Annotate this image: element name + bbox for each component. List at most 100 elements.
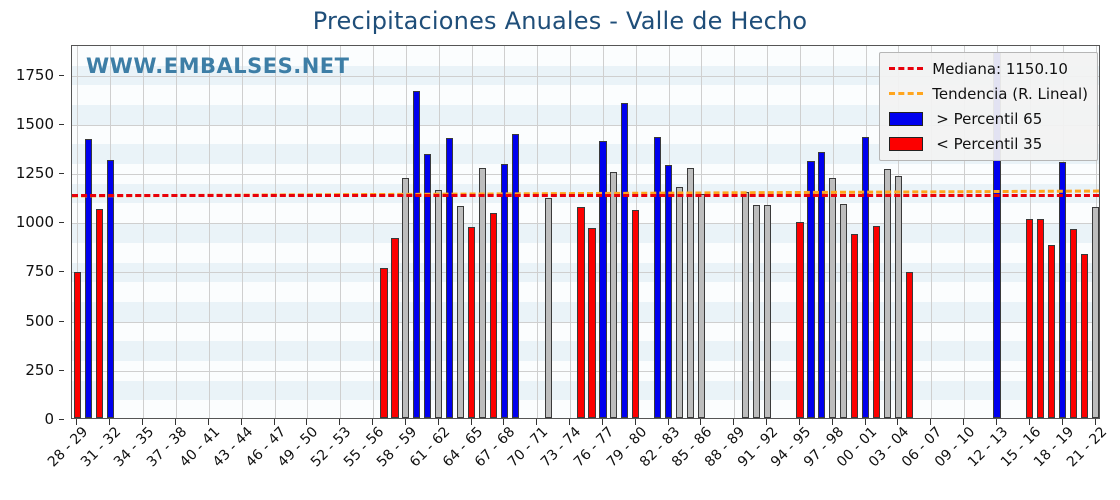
bar[interactable] xyxy=(1048,244,1056,418)
bar[interactable] xyxy=(654,136,662,418)
bar[interactable] xyxy=(752,205,760,418)
median-line xyxy=(72,193,1099,197)
gridline-vertical xyxy=(373,46,374,418)
bar[interactable] xyxy=(818,152,826,418)
x-axis-tick-mark xyxy=(536,419,537,425)
bar[interactable] xyxy=(883,169,892,418)
background-band xyxy=(72,380,1099,401)
bar[interactable] xyxy=(95,209,103,418)
bar[interactable] xyxy=(402,177,410,418)
bar[interactable] xyxy=(467,227,476,418)
bar[interactable] xyxy=(807,161,815,418)
bar[interactable] xyxy=(588,228,596,418)
bar[interactable] xyxy=(741,191,749,418)
y-axis-tick-label: 500 xyxy=(25,311,54,330)
bar[interactable] xyxy=(599,141,607,418)
x-axis-tick-mark xyxy=(897,419,898,425)
bar[interactable] xyxy=(577,207,585,418)
gridline-horizontal xyxy=(72,223,1099,225)
bar[interactable] xyxy=(478,168,487,418)
y-axis-tick-label: 0 xyxy=(44,410,54,428)
gridline-vertical xyxy=(964,46,965,418)
y-axis-tick-label: 1000 xyxy=(15,213,54,232)
bar[interactable] xyxy=(456,206,465,418)
x-axis-tick-mark xyxy=(274,419,275,425)
bar[interactable] xyxy=(500,164,508,418)
bar[interactable] xyxy=(621,103,629,418)
bar[interactable] xyxy=(840,204,848,418)
bar[interactable] xyxy=(697,193,706,418)
x-axis-labels: 28 - 29 31 - 32 34 - 35 37 - 38 40 - 41 43 - … xyxy=(0,424,1120,500)
x-axis-tick-mark xyxy=(996,419,997,425)
bar[interactable] xyxy=(851,233,859,418)
gridline-horizontal xyxy=(72,370,1099,372)
bar[interactable] xyxy=(1091,207,1099,418)
gridline-vertical xyxy=(340,46,341,418)
bar[interactable] xyxy=(675,186,684,418)
x-axis-tick-mark xyxy=(438,419,439,425)
gridline-horizontal xyxy=(72,124,1099,126)
y-axis-tick-label: 750 xyxy=(25,262,54,281)
x-axis-tick-mark xyxy=(76,419,77,425)
x-axis-tick-mark xyxy=(503,419,504,425)
x-axis-tick-mark xyxy=(208,419,209,425)
x-axis-ticks xyxy=(71,419,1100,426)
x-axis-tick-mark xyxy=(635,419,636,425)
gridline-horizontal xyxy=(72,272,1099,274)
background-band xyxy=(72,105,1099,125)
gridline-vertical xyxy=(176,46,177,418)
bar[interactable] xyxy=(1059,162,1067,418)
watermark: WWW.EMBALSES.NET xyxy=(86,54,350,78)
legend-label-median: Mediana: 1150.10 xyxy=(932,59,1068,78)
bar[interactable] xyxy=(544,197,552,418)
bar[interactable] xyxy=(894,175,903,418)
bar[interactable] xyxy=(424,154,432,418)
bar[interactable] xyxy=(380,268,388,418)
bar[interactable] xyxy=(1070,229,1078,418)
bar[interactable] xyxy=(796,222,804,418)
gridline-vertical xyxy=(570,46,571,418)
bar[interactable] xyxy=(610,171,618,418)
bar[interactable] xyxy=(1037,219,1045,418)
background-band xyxy=(72,341,1099,361)
bar[interactable] xyxy=(106,160,114,418)
bar[interactable] xyxy=(862,136,870,418)
gridline-horizontal xyxy=(72,321,1099,323)
x-axis-tick-mark xyxy=(963,419,964,425)
bar[interactable] xyxy=(84,139,93,418)
bar[interactable] xyxy=(686,168,695,418)
x-axis-tick-mark xyxy=(109,419,110,425)
bar[interactable] xyxy=(489,213,498,418)
trend-line-swatch-icon xyxy=(889,92,924,95)
y-axis: 0 250 500 750 1000 1250 1500 1750 xyxy=(0,45,64,428)
x-axis-tick-mark xyxy=(832,419,833,425)
y-axis-tick-mark xyxy=(59,320,64,322)
x-axis-tick-mark xyxy=(405,419,406,425)
x-axis-tick-mark xyxy=(569,419,570,425)
bar[interactable] xyxy=(73,272,82,418)
bar[interactable] xyxy=(413,91,421,418)
y-axis-tick-label: 250 xyxy=(25,360,54,379)
background-band xyxy=(72,223,1099,243)
bar[interactable] xyxy=(632,210,640,418)
bar[interactable] xyxy=(872,226,881,418)
bar[interactable] xyxy=(1080,253,1089,418)
bar[interactable] xyxy=(391,237,399,418)
legend-item-above-p65: > Percentil 65 xyxy=(889,109,1088,128)
bar[interactable] xyxy=(435,189,443,418)
bar[interactable] xyxy=(829,177,837,418)
legend-item-below-p35: < Percentil 35 xyxy=(889,134,1088,153)
x-axis-tick-mark xyxy=(241,419,242,425)
background-band xyxy=(72,301,1099,322)
bar[interactable] xyxy=(905,272,914,418)
gridline-vertical xyxy=(734,46,735,418)
bar[interactable] xyxy=(664,165,673,418)
bar[interactable] xyxy=(511,133,519,418)
bar[interactable] xyxy=(1026,219,1034,418)
background-band xyxy=(72,65,1099,86)
bar[interactable] xyxy=(763,205,771,418)
x-axis-tick-mark xyxy=(602,419,603,425)
bar[interactable] xyxy=(446,137,454,418)
red-bar-swatch-icon xyxy=(889,136,924,151)
blue-bar-swatch-icon xyxy=(889,111,924,126)
